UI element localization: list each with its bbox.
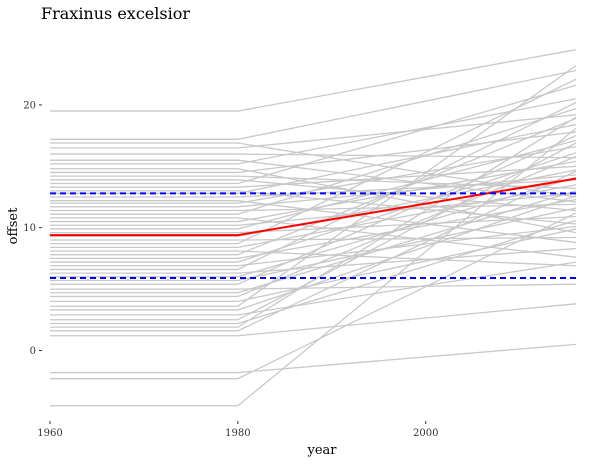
background-line [50, 101, 577, 271]
background-line [50, 107, 577, 215]
background-line [50, 84, 577, 185]
background-line [50, 169, 577, 237]
background-line [50, 114, 577, 149]
background-line [50, 228, 577, 303]
background-line [50, 190, 577, 225]
x-axis-label: year [306, 443, 337, 458]
background-line [50, 261, 577, 316]
background-line [50, 192, 577, 226]
background-line [50, 198, 577, 260]
background-line [50, 200, 577, 244]
background-line [50, 65, 577, 307]
background-line [50, 207, 577, 282]
background-line [50, 69, 577, 140]
x-tick-label: 1960 [37, 428, 62, 439]
chart-title: Fraxinus excelsior [41, 4, 190, 23]
y-tick-label: 10 [23, 223, 36, 234]
background-line [50, 195, 577, 311]
background-line [50, 175, 577, 190]
background-line [50, 250, 577, 267]
y-axis-label: offset [6, 207, 21, 244]
y-axis: 0 10 20 [23, 100, 42, 357]
background-line [50, 49, 577, 112]
background-line [50, 135, 577, 285]
background-line [50, 116, 577, 328]
background-line [50, 236, 577, 241]
x-axis: 1960 1980 2000 [37, 421, 438, 439]
background-line [50, 217, 577, 258]
summary-lines [50, 177, 577, 280]
background-line [50, 168, 577, 234]
background-line [50, 142, 577, 321]
background-line [50, 212, 577, 380]
background-line [50, 78, 577, 245]
background-line [50, 152, 577, 263]
background-line [50, 219, 577, 325]
background-line [50, 225, 577, 267]
background-line [50, 203, 577, 212]
background-line [50, 160, 577, 223]
background-line [50, 139, 577, 230]
y-tick-label: 0 [30, 346, 36, 357]
background-line [50, 159, 577, 203]
background-line [50, 303, 577, 337]
background-line [50, 216, 577, 234]
background-line [50, 155, 577, 298]
background-line [50, 247, 577, 274]
background-line [50, 343, 577, 374]
background-line [50, 170, 577, 332]
x-tick-label: 2000 [413, 428, 438, 439]
background-line [50, 142, 577, 198]
mean-series-line [50, 177, 577, 237]
background-line [50, 146, 577, 204]
background-lines [50, 49, 577, 407]
background-line [50, 153, 577, 159]
background-line [50, 179, 577, 212]
background-line [50, 165, 577, 188]
x-tick-label: 1980 [225, 428, 250, 439]
background-line [50, 98, 577, 165]
background-line [50, 184, 577, 249]
background-line [50, 127, 577, 407]
y-tick-label: 20 [23, 100, 36, 111]
background-line [50, 283, 577, 290]
background-line [50, 117, 577, 256]
background-line [50, 176, 577, 278]
